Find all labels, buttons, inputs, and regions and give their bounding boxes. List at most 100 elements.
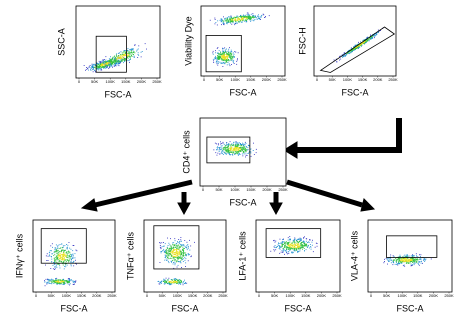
- event-dot: [54, 249, 56, 251]
- y-axis-label: VLA-4⁺ cells: [349, 230, 359, 281]
- event-dot: [227, 148, 229, 150]
- event-dot: [220, 19, 222, 21]
- event-dot: [289, 250, 291, 251]
- event-dot: [370, 34, 371, 36]
- event-dot: [212, 50, 214, 52]
- event-dot: [400, 259, 402, 261]
- event-dot: [173, 257, 175, 259]
- event-dot: [391, 260, 393, 261]
- event-dot: [282, 247, 284, 249]
- event-dot: [163, 251, 165, 253]
- event-dot: [234, 147, 236, 149]
- event-dot: [120, 57, 122, 59]
- event-dot: [223, 56, 225, 58]
- event-dot: [57, 252, 59, 254]
- event-dot: [51, 279, 53, 281]
- event-dot: [222, 148, 224, 149]
- event-dot: [241, 144, 243, 145]
- event-dot: [353, 48, 355, 50]
- event-dot: [101, 66, 102, 68]
- event-dot: [107, 64, 108, 66]
- event-dot: [227, 17, 229, 18]
- event-dot: [49, 251, 51, 253]
- event-dot: [296, 240, 298, 241]
- event-dot: [93, 67, 94, 69]
- event-dot: [232, 143, 234, 145]
- event-dot: [246, 15, 248, 17]
- event-dot: [48, 282, 50, 284]
- event-dot: [110, 61, 112, 63]
- event-dot: [411, 261, 413, 262]
- event-dot: [291, 244, 293, 246]
- event-dot: [243, 144, 245, 146]
- event-dot: [58, 244, 60, 246]
- event-dot: [235, 145, 237, 147]
- event-dot: [175, 281, 176, 283]
- event-dot: [54, 262, 55, 263]
- event-dot: [219, 147, 221, 148]
- event-dot: [291, 244, 293, 246]
- event-dot: [228, 63, 230, 65]
- event-dot: [183, 253, 184, 255]
- event-dot: [183, 251, 184, 252]
- event-dot: [174, 240, 176, 242]
- event-dot: [237, 148, 238, 150]
- event-dot: [61, 280, 62, 282]
- event-dot: [375, 33, 377, 35]
- event-dot: [364, 41, 366, 42]
- event-dot: [118, 57, 120, 58]
- event-dot: [60, 281, 61, 283]
- event-dot: [216, 58, 218, 59]
- event-dot: [90, 67, 92, 69]
- event-dot: [233, 59, 235, 61]
- event-dot: [222, 141, 224, 143]
- event-dot: [103, 63, 105, 65]
- x-tick-label: 0: [35, 293, 38, 298]
- event-dot: [98, 65, 99, 67]
- event-dot: [102, 59, 104, 61]
- event-dot: [396, 262, 397, 264]
- event-dot: [110, 64, 112, 65]
- event-dot: [230, 59, 232, 61]
- event-dot: [219, 61, 221, 63]
- event-dot: [66, 251, 68, 253]
- event-dot: [223, 23, 224, 25]
- event-dot: [242, 15, 244, 17]
- event-dot: [172, 246, 174, 248]
- event-dot: [248, 152, 249, 154]
- event-dot: [111, 61, 113, 63]
- event-dot: [190, 245, 192, 247]
- event-dot: [216, 59, 218, 60]
- event-dot: [93, 67, 95, 68]
- event-dot: [172, 279, 173, 281]
- event-dot: [418, 258, 420, 260]
- event-dot: [163, 281, 165, 282]
- event-dot: [241, 147, 243, 149]
- event-dot: [389, 259, 391, 261]
- event-dot: [230, 20, 232, 22]
- event-dot: [127, 52, 129, 54]
- event-dot: [104, 67, 106, 69]
- event-dot: [178, 282, 180, 283]
- event-dot: [230, 53, 232, 55]
- event-dot: [183, 251, 185, 253]
- event-dot: [120, 60, 122, 62]
- event-dot: [171, 254, 173, 256]
- event-dot: [66, 264, 68, 266]
- event-dot: [62, 255, 63, 257]
- event-dot: [229, 56, 231, 58]
- event-dot: [102, 65, 104, 67]
- x-tick-label: 50K: [271, 293, 278, 298]
- event-dot: [234, 146, 236, 148]
- event-dot: [57, 253, 59, 255]
- event-dot: [102, 60, 104, 62]
- x-axis-label: FSC-A: [397, 303, 424, 313]
- event-dot: [50, 245, 52, 247]
- event-dot: [173, 242, 175, 244]
- event-dot: [273, 240, 274, 242]
- event-dot: [65, 254, 67, 256]
- event-dot: [48, 252, 50, 254]
- event-dot: [49, 250, 51, 251]
- event-dot: [223, 62, 224, 64]
- event-dot: [264, 17, 265, 18]
